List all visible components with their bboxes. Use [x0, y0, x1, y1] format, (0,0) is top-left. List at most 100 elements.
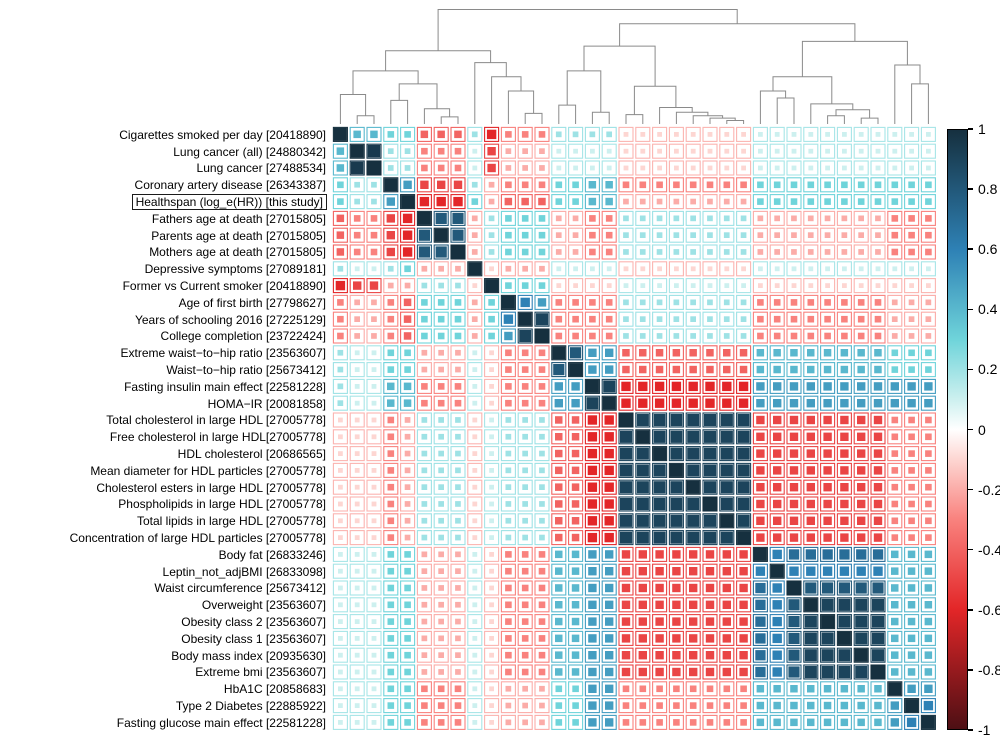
heatmap-cell — [690, 132, 696, 137]
heatmap-cell-outline — [500, 143, 516, 159]
heatmap-cell-outline — [568, 496, 584, 512]
heatmap-cell-outline — [702, 446, 718, 462]
heatmap-cell — [757, 198, 764, 205]
heatmap-cell-outline — [349, 328, 365, 344]
heatmap-cell-outline — [383, 261, 399, 277]
heatmap-cell — [636, 414, 649, 427]
heatmap-cell — [772, 583, 782, 593]
heatmap-cell — [788, 599, 800, 611]
heatmap-cell-outline — [668, 294, 684, 310]
heatmap-cell — [790, 299, 798, 306]
heatmap-cell-outline — [551, 647, 567, 663]
colorbar-tick-label: -0.8 — [978, 661, 1000, 678]
heatmap-cell-outline — [820, 311, 836, 327]
heatmap-cell-outline — [752, 496, 768, 512]
heatmap-cell-outline — [736, 412, 752, 428]
heatmap-cell — [539, 433, 545, 440]
heatmap-cell-outline — [534, 143, 550, 159]
heatmap-cell-outline — [500, 563, 516, 579]
heatmap-cell-outline — [870, 412, 886, 428]
heatmap-cell — [741, 266, 746, 272]
heatmap-cell — [404, 282, 411, 289]
heatmap-cell-outline — [383, 479, 399, 495]
heatmap-cell-outline — [702, 311, 718, 327]
heatmap-cell-outline — [366, 462, 382, 478]
heatmap-cell — [338, 686, 343, 692]
heatmap-cell-outline — [467, 126, 483, 142]
heatmap-cell — [705, 617, 715, 626]
heatmap-cell — [689, 651, 698, 660]
heatmap-cell — [505, 601, 512, 609]
heatmap-cell-outline — [736, 362, 752, 378]
heatmap-cell-outline — [584, 395, 600, 411]
heatmap-cell-outline — [635, 294, 651, 310]
heatmap-cell — [657, 132, 662, 137]
heatmap-cell-outline — [853, 160, 869, 176]
heatmap-cell — [571, 567, 580, 575]
heatmap-cell — [488, 181, 495, 188]
heatmap-cell-outline — [349, 597, 365, 613]
heatmap-cell — [434, 228, 448, 242]
heatmap-cell — [891, 416, 899, 424]
heatmap-cell-outline — [870, 378, 886, 394]
heatmap-cell-outline — [820, 681, 836, 697]
heatmap-cell — [892, 132, 898, 137]
heatmap-cell-outline — [517, 546, 533, 562]
heatmap-cell — [555, 198, 563, 205]
heatmap-cell-outline — [685, 563, 701, 579]
heatmap-cell — [924, 382, 933, 391]
heatmap-cell-outline — [601, 177, 617, 193]
heatmap-cell — [367, 144, 381, 158]
heatmap-cell-outline — [500, 647, 516, 663]
heatmap-cell-outline — [400, 580, 416, 596]
colorbar-tick — [968, 669, 973, 671]
heatmap-cell-outline — [786, 698, 802, 714]
heatmap-cell-outline — [534, 446, 550, 462]
heatmap-cell — [489, 451, 494, 456]
heatmap-cell-outline — [870, 345, 886, 361]
heatmap-cell — [806, 516, 815, 525]
heatmap-cell-outline — [635, 614, 651, 630]
heatmap-cell — [605, 617, 614, 626]
heatmap-cell — [840, 701, 849, 710]
heatmap-cell — [705, 583, 715, 593]
heatmap-cell-outline — [635, 429, 651, 445]
heatmap-cell-outline — [500, 261, 516, 277]
heatmap-cell-outline — [685, 462, 701, 478]
heatmap-cell — [690, 148, 696, 154]
heatmap-cell — [438, 349, 444, 356]
heatmap-cell-outline — [366, 194, 382, 210]
heatmap-cell-outline — [870, 429, 886, 445]
heatmap-cell — [337, 383, 344, 390]
heatmap-cell-outline — [551, 597, 567, 613]
row-label: Waist circumference [25673412] — [0, 580, 326, 597]
heatmap-cell — [740, 198, 747, 205]
heatmap-cell — [891, 601, 899, 609]
heatmap-cell — [857, 332, 865, 340]
heatmap-cell-outline — [853, 378, 869, 394]
heatmap-cell-outline — [349, 563, 365, 579]
heatmap-cell-outline — [433, 395, 449, 411]
heatmap-cell-outline — [400, 311, 416, 327]
heatmap-cell — [489, 568, 494, 574]
heatmap-cell — [672, 600, 681, 609]
heatmap-cell-outline — [803, 160, 819, 176]
heatmap-cell-outline — [887, 664, 903, 680]
heatmap-cell-outline — [786, 412, 802, 428]
heatmap-cell — [874, 332, 882, 340]
row-label-text: Concentration of large HDL particles [27… — [69, 531, 326, 546]
heatmap-cell — [438, 433, 444, 440]
heatmap-cell-outline — [517, 194, 533, 210]
heatmap-cell — [539, 534, 545, 541]
heatmap-cell — [522, 417, 528, 423]
heatmap-cell — [338, 703, 343, 708]
colorbar-tick — [968, 368, 973, 371]
heatmap-cell-outline — [349, 630, 365, 646]
heatmap-cell-outline — [601, 479, 617, 495]
heatmap-cell-outline — [450, 429, 466, 445]
heatmap-cell — [623, 333, 629, 339]
heatmap-cell-outline — [568, 698, 584, 714]
heatmap-cell-outline — [769, 446, 785, 462]
heatmap-cell — [354, 350, 360, 356]
heatmap-cell — [840, 415, 849, 425]
